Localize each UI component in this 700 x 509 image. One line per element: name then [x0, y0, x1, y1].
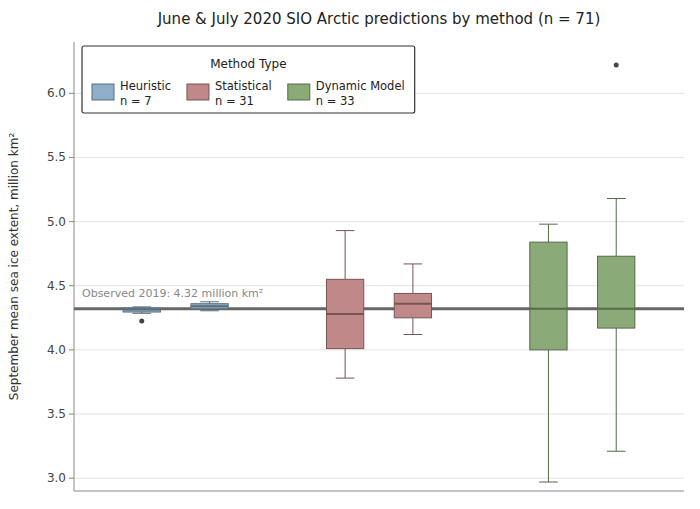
median — [598, 308, 635, 310]
box-series — [530, 63, 635, 482]
marks — [74, 63, 684, 482]
tick-label: 4.0 — [47, 343, 66, 357]
y-axis: 3.0 3.5 4.0 4.5 5.0 5.5 6.0 — [47, 42, 684, 491]
whisker-low — [345, 349, 346, 379]
outlier — [614, 63, 619, 68]
tick-mark — [69, 93, 74, 94]
outlier — [139, 319, 144, 324]
whisker-cap-high — [200, 301, 219, 302]
x-axis-line — [74, 491, 684, 492]
median — [394, 303, 431, 305]
tick-mark — [69, 285, 74, 286]
whisker-cap-low — [132, 313, 151, 314]
median — [530, 308, 567, 310]
grid — [74, 93, 684, 478]
whisker-cap-high — [539, 224, 558, 225]
chart: June & July 2020 SIO Arctic predictions … — [0, 0, 700, 509]
grid-line — [74, 221, 684, 222]
reference-label: Observed 2019: 4.32 million km² — [82, 287, 263, 300]
y-axis-line — [74, 42, 75, 491]
tick-label: 5.5 — [47, 150, 66, 164]
box-body — [326, 279, 363, 348]
tick-mark — [69, 414, 74, 415]
median — [191, 305, 228, 307]
whisker-cap-high — [336, 230, 355, 231]
whisker-cap-low — [336, 378, 355, 379]
box-series — [123, 302, 228, 324]
box-series — [326, 231, 431, 379]
y-axis-label: September mean sea ice extent, million k… — [7, 133, 21, 401]
box — [191, 302, 228, 311]
grid-line — [74, 478, 684, 479]
tick-label: 6.0 — [47, 86, 66, 100]
title: June & July 2020 SIO Arctic predictions … — [157, 10, 601, 28]
tick-label: 4.5 — [47, 279, 66, 293]
tick-mark — [69, 478, 74, 479]
tick-label: 3.5 — [47, 407, 66, 421]
box-body — [598, 256, 635, 328]
reference-line — [74, 307, 684, 310]
tick-mark — [69, 221, 74, 222]
whisker-cap-low — [607, 451, 626, 452]
box-body — [394, 293, 431, 317]
grid-line — [74, 414, 684, 415]
legend-count: n = 31 — [215, 94, 254, 108]
box-body — [123, 308, 160, 312]
box-body — [530, 242, 567, 350]
box — [326, 231, 363, 379]
box — [598, 63, 635, 452]
tick-mark — [69, 349, 74, 350]
legend-swatch — [288, 84, 310, 100]
legend-label: Statistical — [215, 79, 272, 93]
whisker-cap-high — [607, 198, 626, 199]
legend-title: Method Type — [210, 57, 286, 71]
grid-line — [74, 349, 684, 350]
whisker-low — [616, 328, 617, 451]
legend-swatch — [187, 84, 209, 100]
tick-label: 5.0 — [47, 215, 66, 229]
whisker-low — [548, 350, 549, 482]
box — [530, 224, 567, 482]
median — [326, 313, 363, 315]
whisker-cap-high — [132, 306, 151, 307]
whisker-high — [548, 224, 549, 242]
whisker-cap-low — [404, 334, 423, 335]
legend-label: Dynamic Model — [316, 79, 405, 93]
legend-swatch — [92, 84, 114, 100]
whisker-high — [616, 199, 617, 257]
box — [394, 264, 431, 335]
whisker-cap-high — [404, 263, 423, 264]
legend: Method TypeHeuristicn = 7Statisticaln = … — [82, 46, 415, 113]
whisker-low — [412, 318, 413, 335]
whisker-high — [345, 231, 346, 280]
legend-count: n = 7 — [120, 94, 152, 108]
tick-mark — [69, 157, 74, 158]
grid-line — [74, 157, 684, 158]
median — [123, 308, 160, 310]
legend-label: Heuristic — [120, 79, 171, 93]
whisker-cap-low — [539, 482, 558, 483]
box-body — [191, 304, 228, 309]
whisker-cap-low — [200, 310, 219, 311]
box — [123, 307, 160, 324]
legend-frame — [82, 46, 415, 113]
tick-label: 3.0 — [47, 471, 66, 485]
whisker-high — [412, 264, 413, 294]
legend-count: n = 33 — [316, 94, 355, 108]
